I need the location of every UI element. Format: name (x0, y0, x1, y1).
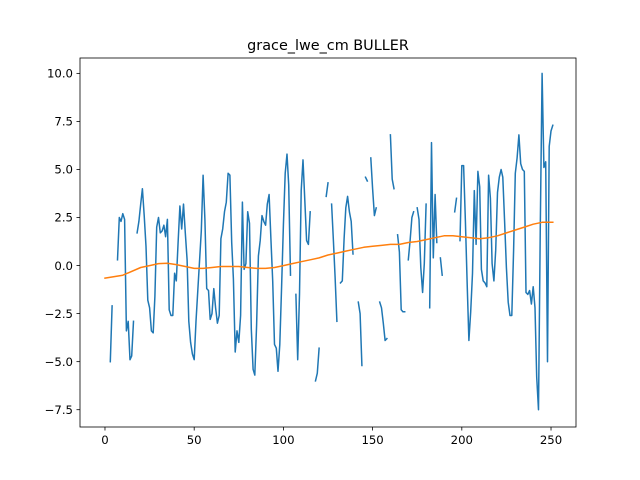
y-tick-label: 5.0 (54, 163, 73, 177)
x-tick-label: 100 (272, 433, 294, 447)
x-tick-label: 150 (361, 433, 383, 447)
x-tick-label: 200 (451, 433, 473, 447)
axes-frame (79, 57, 577, 428)
x-tick-label: 250 (540, 433, 562, 447)
x-tick-label: 50 (187, 433, 202, 447)
series-layer (104, 72, 554, 411)
axes-layer: 0 50 100 150 200 250 −7.5 −5.0 −2.5 0.0 2.5 5.0 7.5 1… (45, 57, 577, 447)
y-tick-label: 0.0 (54, 259, 73, 273)
chart-title: grace_lwe_cm BULLER (247, 38, 409, 54)
series-line-1 (109, 72, 554, 411)
y-tick-label: −7.5 (45, 403, 73, 417)
y-tick-label: 10.0 (47, 67, 73, 81)
series-line-2 (104, 221, 554, 279)
x-tick-label: 0 (101, 433, 108, 447)
y-tick-label: −2.5 (45, 307, 73, 321)
y-tick-label: −5.0 (45, 355, 73, 369)
y-tick-label: 7.5 (54, 115, 73, 129)
y-tick-label: 2.5 (54, 211, 73, 225)
